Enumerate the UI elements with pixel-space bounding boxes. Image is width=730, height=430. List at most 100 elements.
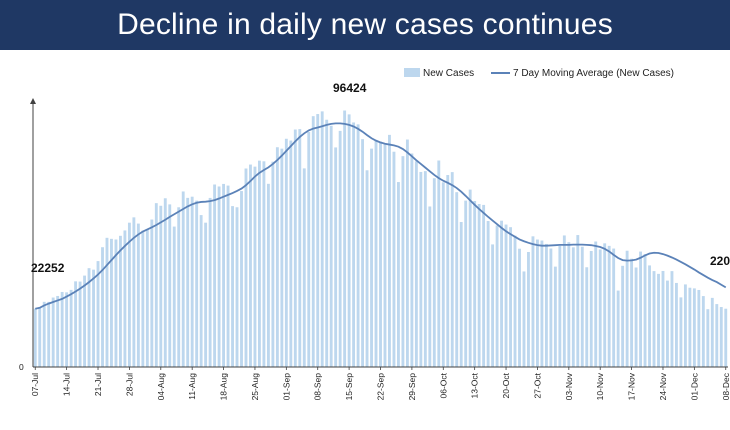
bar-new-cases bbox=[123, 230, 127, 367]
x-tick-label: 07-Jul bbox=[30, 373, 40, 396]
annotations: 96424 22252 22065 bbox=[31, 81, 730, 275]
bar-new-cases bbox=[675, 282, 678, 367]
bar-new-cases bbox=[643, 254, 647, 367]
x-tick-label: 14-Jul bbox=[62, 373, 72, 396]
bar-new-cases bbox=[639, 251, 642, 367]
bar-new-cases bbox=[244, 168, 248, 367]
x-tick-label: 27-Oct bbox=[532, 372, 542, 398]
bar-new-cases bbox=[594, 241, 598, 367]
y-tick-label: 0 bbox=[19, 362, 24, 372]
bar-new-cases bbox=[441, 182, 445, 367]
bar-new-cases bbox=[585, 267, 589, 367]
bar-new-cases bbox=[657, 273, 660, 367]
bar-new-cases bbox=[379, 141, 382, 367]
x-tick-label: 04-Aug bbox=[156, 373, 166, 401]
bar-new-cases bbox=[190, 196, 194, 367]
bar-new-cases bbox=[450, 172, 454, 367]
bar-new-cases bbox=[352, 122, 356, 368]
bar-new-cases bbox=[266, 183, 270, 367]
bar-new-cases bbox=[397, 182, 400, 367]
bar-new-cases bbox=[724, 308, 728, 367]
bar-new-cases bbox=[625, 250, 629, 367]
bar-new-cases bbox=[531, 236, 535, 367]
bar-new-cases bbox=[374, 140, 378, 367]
bar-new-cases bbox=[688, 287, 692, 367]
bar-new-cases bbox=[347, 114, 351, 368]
bar-series bbox=[33, 110, 728, 368]
bar-new-cases bbox=[307, 131, 311, 367]
bar-new-cases bbox=[383, 143, 387, 367]
bar-new-cases bbox=[607, 245, 611, 367]
bar-new-cases bbox=[536, 239, 539, 367]
bar-new-cases bbox=[540, 240, 544, 367]
bar-new-cases bbox=[558, 245, 562, 367]
x-tick-label: 22-Sep bbox=[376, 373, 386, 401]
bar-new-cases bbox=[715, 304, 719, 367]
bar-new-cases bbox=[401, 156, 405, 367]
bar-new-cases bbox=[504, 224, 508, 367]
bar-new-cases bbox=[410, 153, 414, 367]
bar-new-cases bbox=[334, 147, 338, 367]
bar-new-cases bbox=[405, 139, 409, 367]
bar-new-cases bbox=[634, 267, 638, 367]
bar-new-cases bbox=[648, 265, 651, 367]
bar-new-cases bbox=[486, 221, 490, 367]
bar-new-cases bbox=[459, 222, 463, 367]
bar-new-cases bbox=[302, 168, 306, 367]
bar-new-cases bbox=[69, 289, 73, 367]
bar-new-cases bbox=[589, 250, 593, 367]
bar-new-cases bbox=[235, 207, 239, 367]
bar-new-cases bbox=[271, 161, 275, 367]
start-label: 22252 bbox=[31, 261, 65, 275]
bar-new-cases bbox=[697, 289, 701, 367]
x-tick-label: 08-Sep bbox=[313, 373, 323, 401]
bar-new-cases bbox=[87, 268, 91, 367]
bar-new-cases bbox=[83, 275, 86, 367]
bar-new-cases bbox=[119, 235, 122, 367]
bar-new-cases bbox=[666, 280, 669, 367]
bar-new-cases bbox=[141, 230, 145, 367]
legend-bar-swatch bbox=[404, 68, 420, 77]
x-tick-label: 01-Sep bbox=[281, 373, 291, 401]
bar-new-cases bbox=[518, 248, 521, 367]
bar-new-cases bbox=[527, 252, 530, 367]
bar-new-cases bbox=[101, 247, 104, 367]
y-axis-arrow-icon bbox=[30, 98, 36, 104]
bar-new-cases bbox=[298, 129, 302, 367]
bar-new-cases bbox=[652, 271, 656, 367]
legend-label-new-cases: New Cases bbox=[423, 68, 474, 79]
bar-new-cases bbox=[78, 281, 82, 367]
bar-new-cases bbox=[513, 235, 517, 367]
bar-new-cases bbox=[388, 134, 391, 367]
bar-new-cases bbox=[432, 178, 436, 367]
bar-new-cases bbox=[549, 248, 553, 367]
bar-new-cases bbox=[159, 205, 163, 367]
bar-new-cases bbox=[226, 185, 230, 367]
x-tick-label: 11-Aug bbox=[187, 373, 197, 400]
x-tick-label: 21-Jul bbox=[93, 373, 103, 396]
bar-new-cases bbox=[571, 247, 575, 367]
bar-new-cases bbox=[132, 217, 136, 367]
bar-new-cases bbox=[562, 235, 566, 367]
bar-new-cases bbox=[553, 266, 557, 367]
bar-new-cases bbox=[495, 225, 499, 367]
bar-new-cases bbox=[482, 204, 486, 367]
bar-new-cases bbox=[316, 114, 320, 367]
bar-new-cases bbox=[428, 206, 432, 367]
bar-new-cases bbox=[414, 161, 418, 367]
bar-new-cases bbox=[621, 265, 625, 367]
bar-new-cases bbox=[616, 290, 620, 367]
bar-new-cases bbox=[105, 237, 109, 367]
bar-new-cases bbox=[446, 175, 450, 367]
legend: New Cases 7 Day Moving Average (New Case… bbox=[404, 68, 674, 79]
bar-new-cases bbox=[145, 229, 149, 367]
bar-new-cases bbox=[477, 204, 481, 367]
bar-new-cases bbox=[51, 297, 55, 367]
title-bar: Decline in daily new cases continues bbox=[0, 0, 730, 50]
bar-new-cases bbox=[289, 140, 293, 367]
bar-new-cases bbox=[47, 301, 51, 367]
peak-label: 96424 bbox=[333, 81, 367, 95]
bar-new-cases bbox=[361, 139, 364, 367]
bar-new-cases bbox=[213, 184, 217, 367]
bar-new-cases bbox=[150, 219, 154, 367]
